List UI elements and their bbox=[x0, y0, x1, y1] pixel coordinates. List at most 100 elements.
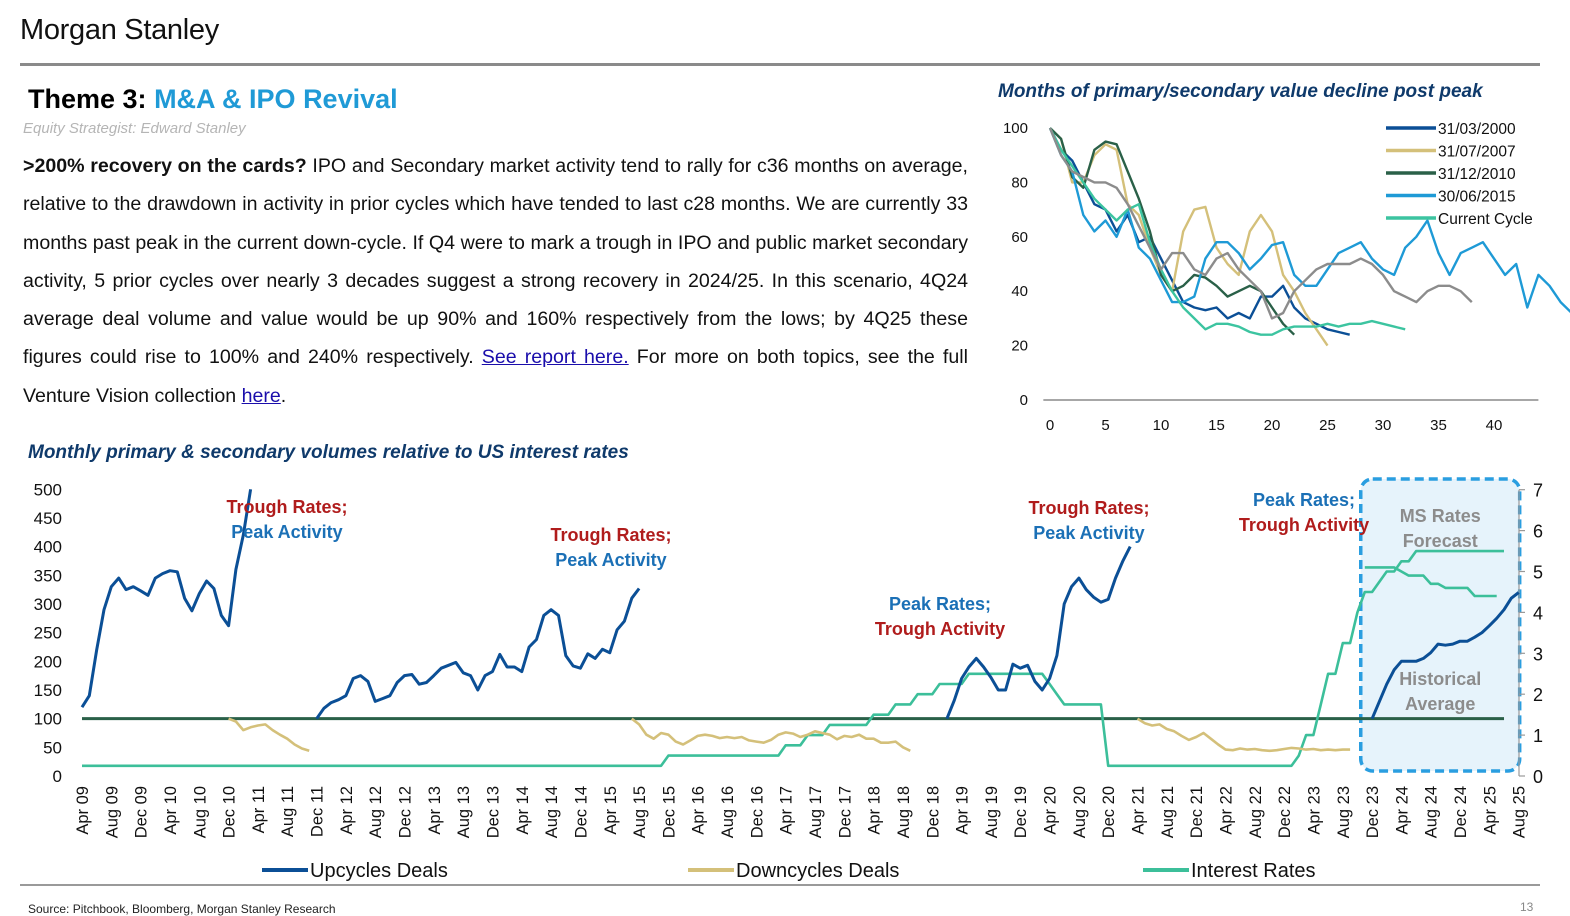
annotation-line-2: Peak Activity bbox=[1033, 523, 1144, 543]
y-tick-label: 20 bbox=[1011, 338, 1028, 355]
forecast-label-2: Forecast bbox=[1403, 531, 1478, 551]
y-tick-label: 0 bbox=[1020, 392, 1028, 409]
series-line-downcycle bbox=[1136, 717, 1351, 753]
x-tick-label: Aug 19 bbox=[983, 786, 1001, 838]
annotation-line-2: Peak Activity bbox=[555, 550, 666, 570]
right-y-tick-label: 5 bbox=[1533, 563, 1543, 583]
annotation-line-2: Trough Activity bbox=[1239, 515, 1369, 535]
x-tick-label: Dec 09 bbox=[133, 786, 151, 838]
x-tick-label: Aug 21 bbox=[1159, 786, 1177, 838]
x-tick-label: Apr 24 bbox=[1393, 786, 1411, 835]
left-y-tick-label: 400 bbox=[34, 538, 62, 557]
series-line-s2015 bbox=[1048, 127, 1570, 314]
x-tick-label: Aug 24 bbox=[1423, 786, 1441, 838]
see-report-link[interactable]: See report here. bbox=[481, 346, 629, 369]
annotation-line-1: Trough Rates; bbox=[1028, 498, 1149, 518]
left-y-tick-label: 100 bbox=[34, 710, 62, 729]
source-note: Source: Pitchbook, Bloomberg, Morgan Sta… bbox=[28, 902, 336, 916]
theme-highlight: M&A & IPO Revival bbox=[154, 84, 398, 114]
x-tick-label: Dec 18 bbox=[924, 786, 942, 838]
x-tick-label: Apr 19 bbox=[954, 786, 972, 835]
x-tick-label: Aug 15 bbox=[631, 786, 649, 838]
legend-label-s2007: 31/07/2007 bbox=[1438, 144, 1516, 161]
x-tick-label: Apr 14 bbox=[514, 786, 532, 835]
x-tick-label: Dec 10 bbox=[221, 786, 239, 838]
x-tick-label: Dec 19 bbox=[1012, 786, 1030, 838]
paragraph-mid: For more on both topics, see the full Ve… bbox=[23, 346, 968, 407]
annotation-line-1: Trough Rates; bbox=[550, 525, 671, 545]
x-tick-label: Dec 12 bbox=[397, 786, 415, 838]
series-line-upcycle bbox=[315, 587, 641, 720]
y-tick-label: 40 bbox=[1011, 283, 1028, 300]
forecast-label-3: Historical bbox=[1399, 669, 1481, 689]
annotation-line-1: Peak Rates; bbox=[889, 594, 991, 614]
x-tick-label: Apr 25 bbox=[1481, 786, 1499, 835]
series-line-rates bbox=[82, 549, 1504, 768]
right-y-tick-label: 0 bbox=[1533, 767, 1543, 787]
right-y-tick-label: 3 bbox=[1533, 644, 1543, 664]
x-tick-label: 0 bbox=[1046, 417, 1054, 434]
x-tick-label: 20 bbox=[1264, 417, 1281, 434]
x-tick-label: Apr 11 bbox=[250, 786, 268, 833]
x-tick-label: Dec 16 bbox=[748, 786, 766, 838]
x-tick-label: Aug 18 bbox=[895, 786, 913, 838]
x-tick-label: Aug 20 bbox=[1071, 786, 1089, 838]
x-tick-label: Aug 11 bbox=[279, 786, 297, 837]
series-line-upcycle bbox=[1370, 591, 1520, 720]
y-tick-label: 100 bbox=[1003, 120, 1028, 137]
series-line-downcycle bbox=[630, 717, 911, 752]
legend-label-downcycle: Downcycles Deals bbox=[736, 860, 899, 882]
decline-months-chart: 0 20 40 60 80 100 0 5 10 15 20 25 30 35 40 31/03/2000 31… bbox=[1003, 120, 1570, 434]
legend-label-rates: Interest Rates bbox=[1191, 860, 1316, 882]
strategist-byline: Equity Strategist: Edward Stanley bbox=[23, 120, 246, 137]
x-tick-label: Dec 22 bbox=[1276, 786, 1294, 838]
legend-label-s2015: 30/06/2015 bbox=[1438, 189, 1516, 206]
left-y-tick-label: 300 bbox=[34, 595, 62, 614]
paragraph-end: . bbox=[280, 384, 287, 407]
x-tick-label: Apr 10 bbox=[162, 786, 180, 835]
mini-chart-title: Months of primary/secondary value declin… bbox=[998, 81, 1483, 102]
x-tick-label: Dec 14 bbox=[572, 786, 590, 838]
left-y-tick-label: 50 bbox=[43, 738, 62, 757]
x-tick-label: Dec 17 bbox=[836, 786, 854, 838]
summary-paragraph: >200% recovery on the cards? IPO and Sec… bbox=[23, 147, 968, 415]
x-tick-label: Aug 10 bbox=[191, 786, 209, 838]
x-tick-label: Dec 20 bbox=[1100, 786, 1118, 838]
x-tick-label: Apr 20 bbox=[1042, 786, 1060, 835]
x-tick-label: 15 bbox=[1208, 417, 1225, 434]
series-line-downcycle bbox=[228, 717, 310, 753]
right-y-tick-label: 4 bbox=[1533, 603, 1543, 623]
right-y-tick-label: 1 bbox=[1533, 726, 1543, 746]
series-line-rates bbox=[1364, 566, 1497, 598]
series-line-current bbox=[1048, 127, 1406, 336]
x-tick-label: Aug 25 bbox=[1511, 786, 1529, 838]
x-tick-label: Apr 23 bbox=[1305, 786, 1323, 835]
x-tick-label: Apr 17 bbox=[778, 786, 796, 835]
forecast-label-4: Average bbox=[1405, 694, 1475, 714]
series-line-upcycle bbox=[945, 545, 1132, 720]
footer-divider bbox=[20, 884, 1540, 886]
left-y-tick-label: 0 bbox=[53, 767, 62, 786]
legend-label-upcycle: Upcycles Deals bbox=[310, 860, 448, 882]
x-tick-label: 40 bbox=[1486, 417, 1503, 434]
x-tick-label: 25 bbox=[1319, 417, 1336, 434]
x-tick-label: Aug 09 bbox=[103, 786, 121, 838]
legend-label-s2000: 31/03/2000 bbox=[1438, 121, 1516, 138]
x-tick-label: Dec 11 bbox=[309, 786, 327, 837]
annotation-line-2: Peak Activity bbox=[231, 522, 342, 542]
forecast-label-1: MS Rates bbox=[1400, 506, 1481, 526]
x-tick-label: Aug 17 bbox=[807, 786, 825, 838]
left-y-tick-label: 150 bbox=[34, 681, 62, 700]
right-y-tick-label: 6 bbox=[1533, 522, 1543, 542]
x-tick-label: 30 bbox=[1375, 417, 1392, 434]
x-tick-label: Dec 23 bbox=[1364, 786, 1382, 838]
x-tick-label: Apr 16 bbox=[690, 786, 708, 835]
y-tick-label: 60 bbox=[1011, 229, 1028, 246]
right-y-tick-label: 7 bbox=[1533, 481, 1543, 501]
theme-title: Theme 3: M&A & IPO Revival bbox=[28, 84, 398, 115]
annotation-line-1: Peak Rates; bbox=[1253, 490, 1355, 510]
volumes-vs-rates-chart: MS RatesForecastHistoricalAverage0501001… bbox=[34, 477, 1543, 882]
annotation-line-2: Trough Activity bbox=[875, 619, 1005, 639]
x-tick-label: Apr 09 bbox=[74, 786, 92, 835]
collection-link[interactable]: here bbox=[241, 384, 281, 407]
